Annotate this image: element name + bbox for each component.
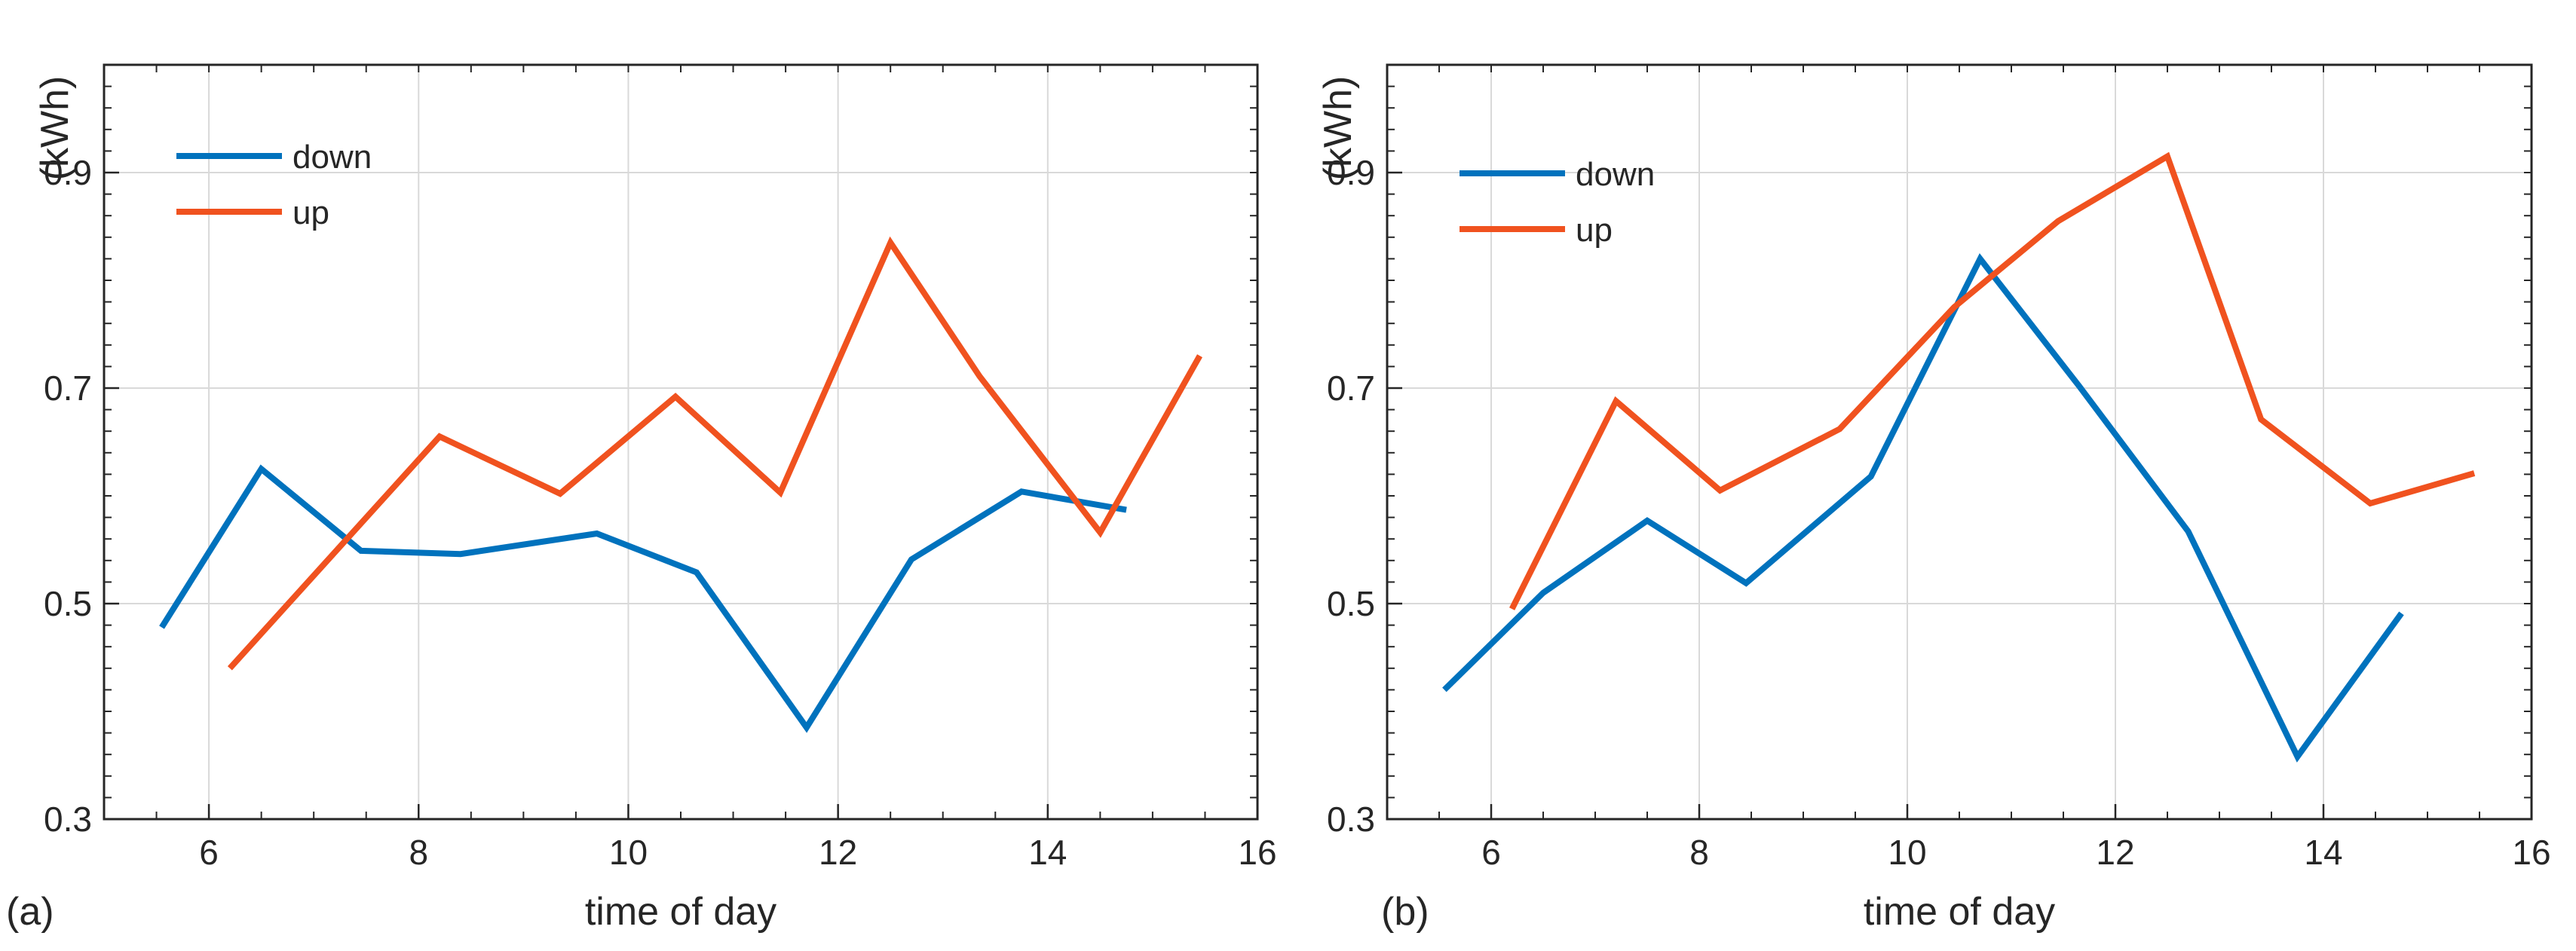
x-tick-label: 14 bbox=[1028, 833, 1067, 872]
series-line-up bbox=[227, 236, 1202, 671]
y-axis-label: (kWh) bbox=[33, 76, 77, 181]
chart-panel-2: 0.3 0.5 0.7 0.9 6 8 10 12 14 16 time of day (kWh) (b… bbox=[1316, 63, 2551, 934]
x-tick-label: 16 bbox=[1238, 833, 1276, 872]
y-tick-label: 0.5 bbox=[44, 584, 92, 623]
x-tick-label: 12 bbox=[2096, 833, 2134, 872]
x-tick-label: 6 bbox=[1481, 833, 1501, 872]
x-tick-label: 6 bbox=[199, 833, 219, 872]
x-tick-label: 8 bbox=[409, 833, 428, 872]
x-axis-label: time of day bbox=[1864, 890, 2055, 934]
plot-area bbox=[104, 65, 1257, 819]
legend-label-up: up bbox=[1576, 212, 1613, 249]
x-axis-label: time of day bbox=[585, 890, 776, 934]
legend-label-up: up bbox=[293, 194, 329, 231]
legend-label-down: down bbox=[1576, 156, 1655, 193]
chart-panel-1: 0.3 0.5 0.7 0.9 6 8 10 12 14 16 time of day (kWh) (a… bbox=[6, 63, 1277, 934]
panel-label: (b) bbox=[1381, 890, 1429, 934]
series-line-up bbox=[1509, 151, 2476, 610]
y-tick-label: 0.9 bbox=[44, 153, 92, 192]
axes-box bbox=[1386, 63, 2533, 821]
y-tick-label: 0.9 bbox=[1327, 153, 1375, 192]
plot-area bbox=[1387, 65, 2532, 819]
y-tick-label: 0.7 bbox=[44, 368, 92, 408]
x-tick-label: 8 bbox=[1689, 833, 1709, 872]
x-tick-label: 16 bbox=[2512, 833, 2550, 872]
x-tick-label: 14 bbox=[2304, 833, 2342, 872]
y-tick-label: 0.7 bbox=[1327, 368, 1375, 408]
series-line-down bbox=[159, 464, 1127, 733]
x-tick-label: 10 bbox=[609, 833, 648, 872]
y-axis-label: (kWh) bbox=[1316, 76, 1360, 181]
series-line-down bbox=[1442, 252, 2404, 763]
x-tick-label: 12 bbox=[819, 833, 857, 872]
y-tick-label: 0.5 bbox=[1327, 584, 1375, 623]
y-tick-label: 0.3 bbox=[44, 800, 92, 839]
panel-label: (a) bbox=[6, 890, 54, 934]
legend-label-down: down bbox=[293, 139, 372, 176]
x-tick-label: 10 bbox=[1888, 833, 1926, 872]
y-tick-label: 0.3 bbox=[1327, 800, 1375, 839]
axes-box bbox=[103, 63, 1259, 821]
